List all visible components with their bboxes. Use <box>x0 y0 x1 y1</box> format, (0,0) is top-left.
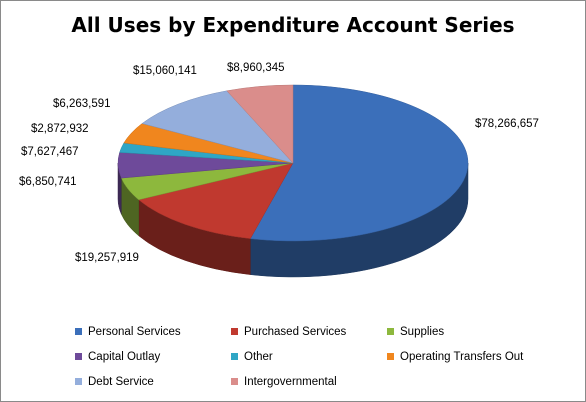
legend-item-operating-transfers-out: Operating Transfers Out <box>387 349 523 365</box>
data-label-other: $2,872,932 <box>31 123 89 135</box>
pie-slice-personal-services <box>249 84 469 242</box>
legend-swatch <box>387 353 394 360</box>
legend-label: Other <box>244 351 273 363</box>
data-label-capital-outlay: $7,627,467 <box>21 146 79 158</box>
pie-slice-purchased-services <box>138 162 294 239</box>
legend-label: Personal Services <box>88 326 181 338</box>
data-label-debt-service: $15,060,141 <box>133 65 197 77</box>
data-label-purchased-services: $19,257,919 <box>75 252 139 264</box>
legend-swatch <box>75 353 82 360</box>
pie-slice-debt-service <box>141 90 294 164</box>
legend-swatch <box>75 378 82 385</box>
data-label-personal-services: $78,266,657 <box>475 118 539 130</box>
legend-item-capital-outlay: Capital Outlay <box>75 349 160 365</box>
legend-item-supplies: Supplies <box>387 324 444 340</box>
data-label-intergovernmental: $8,960,345 <box>227 62 285 74</box>
legend-swatch <box>231 378 238 385</box>
legend-item-intergovernmental: Intergovernmental <box>231 374 337 390</box>
legend-label: Intergovernmental <box>244 376 337 388</box>
legend-swatch <box>75 328 82 335</box>
legend-swatch <box>231 328 238 335</box>
legend-item-other: Other <box>231 349 273 365</box>
chart-title: All Uses by Expenditure Account Series <box>71 13 515 37</box>
legend-label: Capital Outlay <box>88 351 161 363</box>
legend-label: Supplies <box>400 326 445 338</box>
legend-item-debt-service: Debt Service <box>75 374 154 390</box>
legend-label: Operating Transfers Out <box>400 351 524 363</box>
legend-label: Purchased Services <box>244 326 347 338</box>
legend-swatch <box>231 353 238 360</box>
legend-swatch <box>387 328 394 335</box>
chart-legend: Personal Services Purchased Services Suppl… <box>75 324 545 396</box>
data-label-operating-transfers-out: $6,263,591 <box>53 98 111 110</box>
legend-label: Debt Service <box>88 376 154 388</box>
legend-item-purchased-services: Purchased Services <box>231 324 346 340</box>
pie-slice-intergovernmental <box>226 84 294 164</box>
legend-item-personal-services: Personal Services <box>75 324 181 340</box>
data-label-supplies: $6,850,741 <box>19 176 77 188</box>
